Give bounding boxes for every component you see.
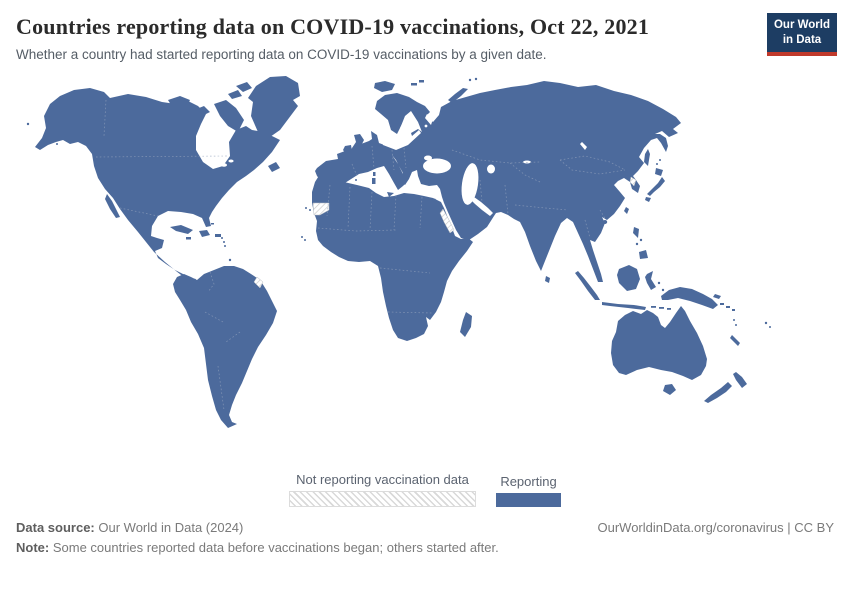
region-taiwan[interactable]	[624, 207, 629, 214]
region-cuba[interactable]	[170, 225, 193, 234]
region-iceland[interactable]	[374, 81, 395, 92]
region-eritrea-hatched[interactable]	[439, 208, 455, 234]
region-japan[interactable]	[645, 168, 665, 202]
inland-seas	[382, 113, 587, 216]
region-indonesia[interactable]	[575, 265, 671, 310]
region-western-sahara-hatched[interactable]	[312, 202, 330, 216]
legend-swatch-not-reporting[interactable]	[289, 491, 476, 507]
region-north-korea-hatched[interactable]	[629, 176, 637, 187]
region-greenland[interactable]	[248, 76, 300, 138]
legend-label-reporting: Reporting	[500, 474, 557, 489]
region-ireland[interactable]	[343, 145, 352, 154]
region-svalbard-novaya-zemlya[interactable]	[411, 77, 478, 103]
region-new-guinea[interactable]	[661, 287, 718, 309]
region-australia[interactable]	[611, 306, 707, 380]
region-lesser-antilles[interactable]	[206, 220, 232, 262]
note-label: Note:	[16, 540, 50, 555]
world-map[interactable]	[0, 70, 850, 470]
data-source-label: Data source:	[16, 520, 95, 535]
legend-swatch-reporting[interactable]	[496, 493, 561, 507]
great-lakes	[213, 159, 234, 167]
owid-logo[interactable]: Our World in Data	[767, 13, 837, 56]
region-new-britain[interactable]	[713, 294, 721, 299]
page-subtitle: Whether a country had started reporting …	[16, 47, 547, 62]
region-eurasia[interactable]	[315, 81, 681, 282]
region-hispaniola[interactable]	[199, 230, 210, 237]
world-map-container	[0, 70, 850, 470]
owid-logo-line1: Our World	[773, 19, 830, 31]
region-kurils[interactable]	[656, 159, 661, 165]
chart-footer: Data source: Our World in Data (2024) Ou…	[0, 520, 850, 555]
region-tasmania[interactable]	[663, 384, 676, 395]
region-new-zealand[interactable]	[704, 372, 747, 403]
page-title: Countries reporting data on COVID-19 vac…	[16, 14, 650, 39]
region-jamaica[interactable]	[186, 237, 191, 240]
map-legend: Not reporting vaccination data Reporting	[0, 472, 850, 507]
region-madagascar[interactable]	[460, 312, 472, 337]
region-great-britain[interactable]	[352, 134, 366, 157]
region-baja-california[interactable]	[105, 194, 120, 218]
note-line: Note: Some countries reported data befor…	[16, 540, 499, 555]
region-pacific-islands[interactable]	[720, 303, 771, 346]
region-philippines[interactable]	[633, 227, 648, 259]
page-header: Countries reporting data on COVID-19 vac…	[0, 0, 850, 62]
region-sakhalin[interactable]	[644, 149, 650, 166]
country-borders	[95, 99, 626, 411]
region-french-guiana-hatched[interactable]	[253, 276, 264, 289]
region-south-america[interactable]	[173, 266, 277, 428]
region-hainan[interactable]	[602, 220, 608, 224]
region-aleutians[interactable]	[26, 122, 58, 145]
rights-link[interactable]: OurWorldinData.org/coronavirus | CC BY	[597, 520, 834, 535]
note-value: Some countries reported data before vacc…	[52, 540, 499, 555]
region-africa[interactable]	[312, 174, 473, 341]
owid-logo-line2: in Data	[782, 33, 822, 46]
legend-item-reporting[interactable]: Reporting	[496, 474, 561, 507]
data-source-value: Our World in Data (2024)	[98, 520, 244, 535]
region-atlantic-islands[interactable]	[301, 207, 311, 241]
legend-label-not-reporting: Not reporting vaccination data	[296, 472, 469, 487]
region-arctic-islands[interactable]	[160, 82, 252, 132]
region-mediterranean-islands[interactable]	[355, 172, 436, 203]
legend-item-not-reporting[interactable]: Not reporting vaccination data	[289, 472, 476, 507]
data-source-line: Data source: Our World in Data (2024)	[16, 520, 243, 535]
region-sri-lanka[interactable]	[545, 276, 550, 283]
region-newfoundland[interactable]	[268, 162, 280, 172]
region-north-america[interactable]	[35, 88, 280, 283]
region-puerto-rico[interactable]	[215, 234, 221, 237]
